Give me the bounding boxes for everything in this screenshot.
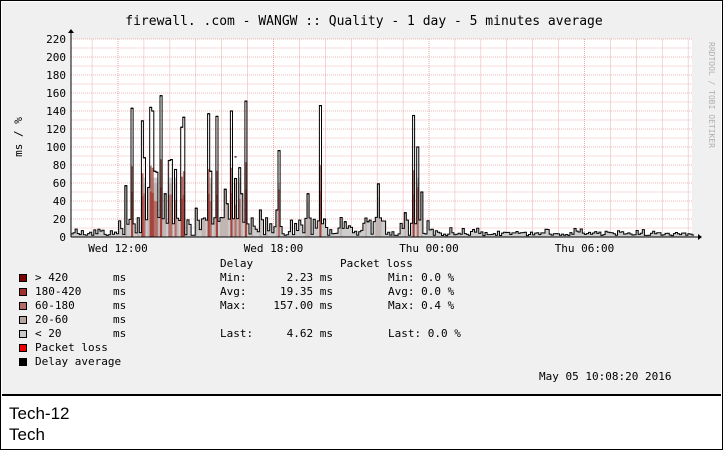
caption-title: Tech-12 [9, 404, 70, 423]
delay-average-line [71, 95, 695, 237]
legend-label: 180-420 [35, 285, 82, 298]
legend-label: Delay average [35, 355, 122, 368]
y-tick-label: 220 [46, 33, 66, 46]
legend-swatch [19, 344, 27, 352]
loss-avg: Avg: 0.0 % [388, 285, 455, 298]
delay-min-label: Min: [220, 271, 247, 284]
x-tick-label: Wed 12:00 [88, 242, 148, 255]
loss-max: Max: 0.4 % [388, 299, 455, 312]
y-tick-label: 200 [46, 51, 66, 64]
y-tick-label: 0 [59, 231, 66, 244]
delay-max-label: Max: [220, 299, 247, 312]
legend-unit: ms [113, 285, 127, 298]
legend-swatch [19, 358, 27, 366]
legend-unit: ms [113, 327, 127, 340]
legend-item-delay-average: Delay average [19, 356, 121, 368]
x-tick-label: Thu 00:00 [399, 242, 459, 255]
delay-min-value: 2.23 ms [286, 271, 333, 284]
loss-last: Last: 0.0 % [388, 327, 461, 340]
delay-avg-label: Avg: [220, 285, 247, 298]
y-tick-label: 160 [46, 87, 66, 100]
legend-unit: ms [113, 271, 127, 284]
legend-unit: ms [113, 299, 127, 312]
legend-label: 20-60 [35, 313, 69, 326]
generation-timestamp: May 05 10:08:20 2016 [539, 370, 672, 383]
quality-chart: firewall. .com - WANGW :: Quality - 1 da… [12, 14, 716, 255]
y-tick-label: 40 [53, 195, 66, 208]
legend-swatch [19, 330, 27, 338]
y-tick-label: 120 [46, 123, 66, 136]
caption-panel: Tech-12 Tech [9, 403, 69, 445]
legend-unit: ms [113, 313, 127, 326]
legend-label: < 20 [35, 327, 62, 340]
legend-swatch [19, 274, 27, 282]
legend-item-gt420: > 420 ms [19, 272, 126, 284]
loss-min: Min: 0.0 % [388, 271, 455, 284]
legend-item-packet-loss: Packet loss [19, 342, 108, 354]
legend-label: Packet loss [35, 341, 108, 354]
x-axis-arrow [698, 234, 702, 240]
legend-item-20-60: 20-60 ms [19, 314, 126, 326]
legend-label: > 420 [35, 271, 69, 284]
y-tick-label: 100 [46, 141, 66, 154]
smoke-band-20-60 [71, 183, 695, 237]
packet-loss-header: Packet loss [340, 257, 413, 270]
side-credit: RRDTOOL / TOBI OETIKER [707, 42, 716, 148]
legend-swatch [19, 316, 27, 324]
delay-avg-value: 19.35 ms [280, 285, 333, 298]
delay-header: Delay [220, 257, 254, 270]
delay-last-label: Last: [220, 327, 254, 340]
x-tick-label: Wed 18:00 [244, 242, 304, 255]
delay-max-value: 157.00 ms [273, 299, 333, 312]
y-axis-label: ms / % [12, 117, 25, 157]
legend-swatch [19, 288, 27, 296]
data-layer [71, 95, 695, 237]
legend-item-lt20: < 20 ms [19, 327, 126, 340]
chart-title: firewall. .com - WANGW :: Quality - 1 da… [125, 14, 603, 29]
grid-layer [71, 38, 692, 237]
y-tick-label: 60 [53, 177, 66, 190]
legend-item-180-420: 180-420 ms [19, 286, 126, 298]
y-tick-label: 20 [53, 213, 66, 226]
axis-layer: 0 20 40 60 80 100 120 140 160 180 200 220 Wed 12:00 W… [46, 29, 702, 255]
y-tick-label: 140 [46, 105, 66, 118]
y-axis-arrow [68, 29, 74, 33]
delay-last-value: 4.62 ms [286, 327, 333, 340]
caption-subtitle: Tech [9, 425, 45, 444]
legend-item-60-180: 60-180 ms [19, 300, 126, 312]
legend-swatch [19, 302, 27, 310]
y-tick-label: 80 [53, 159, 66, 172]
y-tick-label: 180 [46, 69, 66, 82]
graph-panel: firewall. .com - WANGW :: Quality - 1 da… [2, 2, 721, 396]
legend-label: 60-180 [35, 299, 75, 312]
x-tick-label: Thu 06:00 [555, 242, 615, 255]
